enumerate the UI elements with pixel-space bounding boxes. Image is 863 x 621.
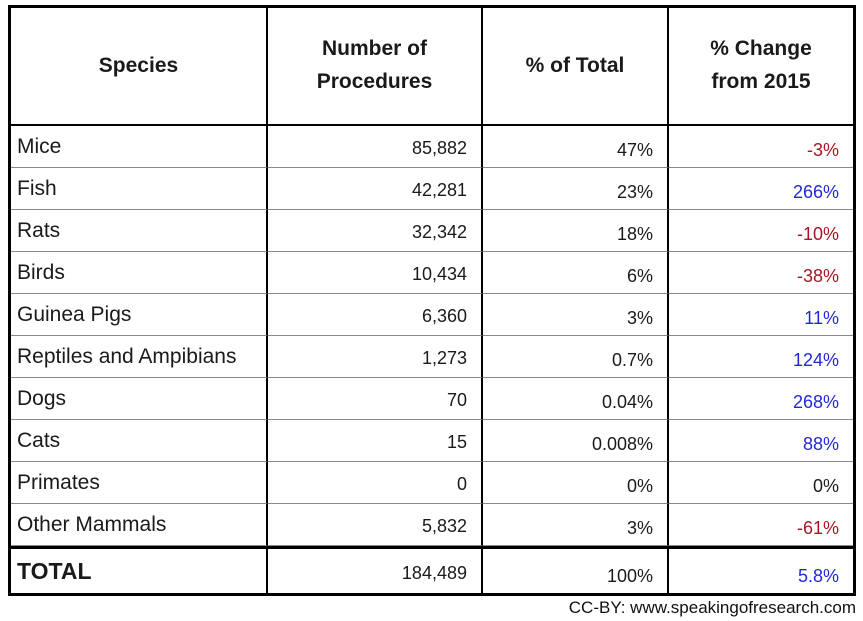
license-credit-text: CC-BY: www.speakingofresearch.com <box>568 598 856 617</box>
table-row: Birds 10,434 6% -38% <box>11 252 853 294</box>
header-species: Species <box>11 8 268 126</box>
table-row: Fish 42,281 23% 266% <box>11 168 853 210</box>
pct-change-cell: -3% <box>669 126 853 168</box>
table-row: Other Mammals 5,832 3% -61% <box>11 504 853 546</box>
pct-change-cell: 11% <box>669 294 853 336</box>
procedures-cell: 32,342 <box>268 210 483 252</box>
table-row: Mice 85,882 47% -3% <box>11 126 853 168</box>
table-row: Guinea Pigs 6,360 3% 11% <box>11 294 853 336</box>
pct-change-cell: -10% <box>669 210 853 252</box>
species-cell: Other Mammals <box>11 504 268 546</box>
pct-total-cell: 0% <box>483 462 669 504</box>
species-cell: Birds <box>11 252 268 294</box>
procedures-cell: 10,434 <box>268 252 483 294</box>
species-cell: Mice <box>11 126 268 168</box>
total-procedures-cell: 184,489 <box>268 546 483 593</box>
species-cell: Guinea Pigs <box>11 294 268 336</box>
pct-change-cell: 88% <box>669 420 853 462</box>
header-procedures: Number of Procedures <box>268 8 483 126</box>
procedures-cell: 6,360 <box>268 294 483 336</box>
species-procedures-table: Species Number of Procedures % of Total … <box>8 5 856 596</box>
procedures-cell: 1,273 <box>268 336 483 378</box>
species-cell: Rats <box>11 210 268 252</box>
pct-total-cell: 0.7% <box>483 336 669 378</box>
pct-total-cell: 23% <box>483 168 669 210</box>
table-total-row: TOTAL 184,489 100% 5.8% <box>11 546 853 593</box>
procedures-cell: 5,832 <box>268 504 483 546</box>
table-row: Rats 32,342 18% -10% <box>11 210 853 252</box>
table-row: Dogs 70 0.04% 268% <box>11 378 853 420</box>
table-row: Cats 15 0.008% 88% <box>11 420 853 462</box>
species-cell: Fish <box>11 168 268 210</box>
pct-change-cell: 266% <box>669 168 853 210</box>
species-cell: Dogs <box>11 378 268 420</box>
total-label: TOTAL <box>11 546 268 593</box>
pct-total-cell: 18% <box>483 210 669 252</box>
header-pct-total: % of Total <box>483 8 669 126</box>
pct-total-cell: 3% <box>483 294 669 336</box>
pct-total-cell: 47% <box>483 126 669 168</box>
procedures-cell: 0 <box>268 462 483 504</box>
pct-change-cell: 124% <box>669 336 853 378</box>
pct-change-cell: -38% <box>669 252 853 294</box>
species-cell: Primates <box>11 462 268 504</box>
pct-total-cell: 6% <box>483 252 669 294</box>
pct-total-cell: 3% <box>483 504 669 546</box>
table-header-row: Species Number of Procedures % of Total … <box>11 8 853 126</box>
header-pct-change: % Change from 2015 <box>669 8 853 126</box>
species-cell: Cats <box>11 420 268 462</box>
pct-change-cell: 268% <box>669 378 853 420</box>
pct-total-cell: 0.008% <box>483 420 669 462</box>
procedures-cell: 70 <box>268 378 483 420</box>
procedures-cell: 15 <box>268 420 483 462</box>
procedures-cell: 85,882 <box>268 126 483 168</box>
table-row: Reptiles and Ampibians 1,273 0.7% 124% <box>11 336 853 378</box>
total-pct-total-cell: 100% <box>483 546 669 593</box>
procedures-cell: 42,281 <box>268 168 483 210</box>
table-row: Primates 0 0% 0% <box>11 462 853 504</box>
pct-total-cell: 0.04% <box>483 378 669 420</box>
total-pct-change-cell: 5.8% <box>669 546 853 593</box>
pct-change-cell: -61% <box>669 504 853 546</box>
species-cell: Reptiles and Ampibians <box>11 336 268 378</box>
pct-change-cell: 0% <box>669 462 853 504</box>
